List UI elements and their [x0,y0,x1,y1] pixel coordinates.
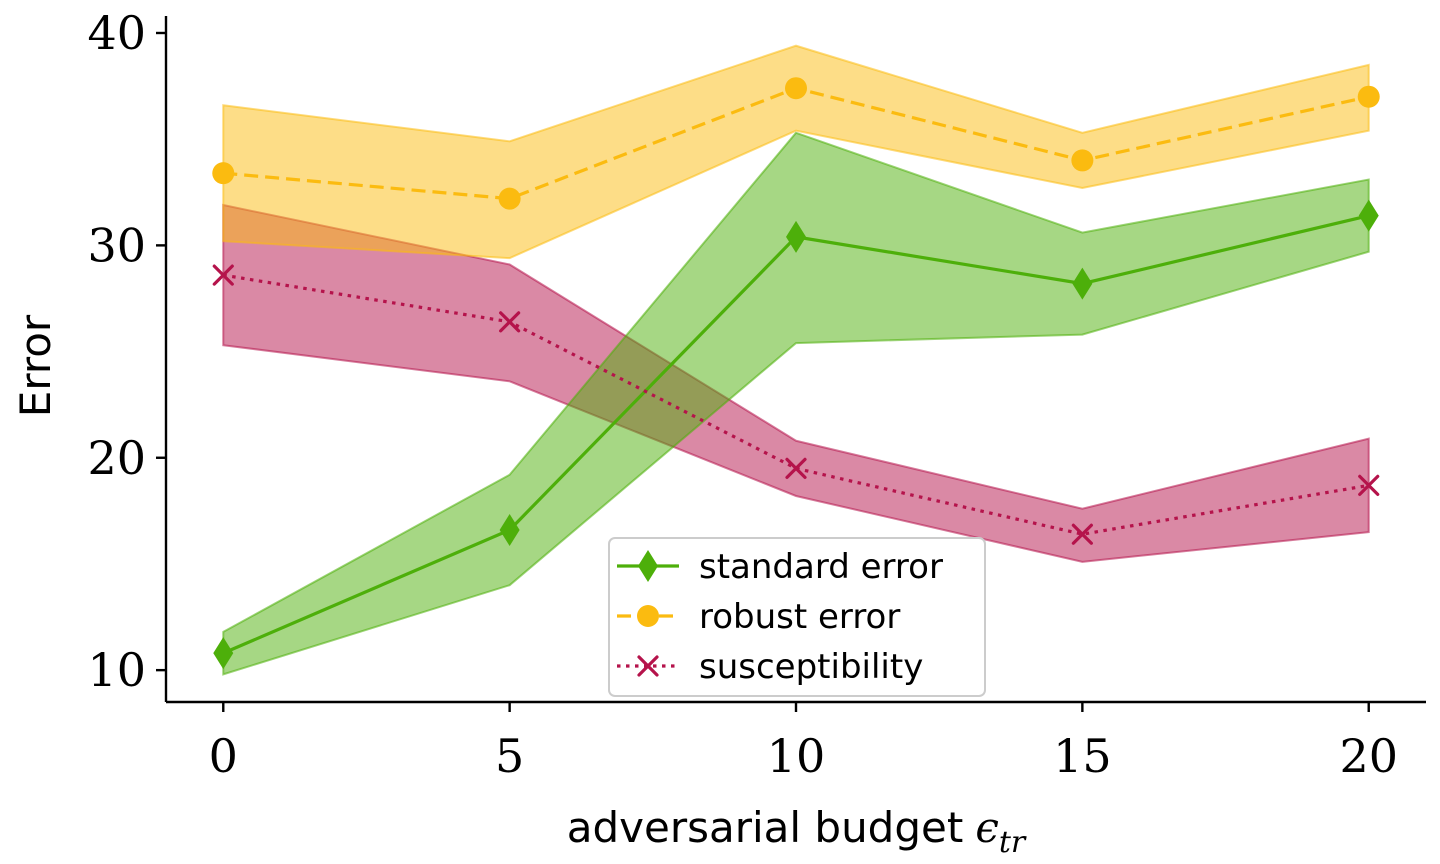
x-tick-label-4: 20 [1339,729,1398,783]
y-tick-label-1: 20 [87,431,146,485]
point-susceptibility-2 [785,457,807,479]
point-susceptibility-3 [1071,523,1093,545]
point-standard-error-1 [499,513,520,546]
point-robust-error-2 [785,77,807,100]
y-axis-label: Error [11,314,60,417]
legend-label-robust-error: robust error [699,597,900,637]
point-robust-error-0 [212,162,235,185]
x-axis-label: adversarial budget ϵtr [567,803,1027,860]
point-robust-error-4 [1357,85,1380,108]
x-tick-label-2: 10 [767,729,826,783]
x-tick-label-3: 15 [1053,729,1112,783]
series-markers [212,77,1380,670]
y-tick-label-3: 40 [87,6,146,60]
point-standard-error-4 [1358,199,1379,232]
legend-marker-susceptibility [637,655,659,677]
y-tick-label-0: 10 [87,643,146,697]
y-ticks: 10 20 30 40 [87,6,166,697]
point-susceptibility-0 [212,264,234,286]
x-tick-label-0: 0 [209,729,238,783]
x-tick-label-1: 5 [495,729,524,783]
y-tick-label-2: 30 [87,218,146,272]
x-axis-label-text: adversarial budget [567,803,964,852]
axes: 0 5 10 15 20 10 20 30 40 [87,6,1426,783]
point-robust-error-3 [1071,149,1094,172]
point-robust-error-1 [498,187,521,210]
legend-marker-robust-error [637,605,659,627]
point-standard-error-2 [786,220,806,253]
point-susceptibility-1 [499,311,521,333]
legend-marker-standard-error [638,550,658,582]
point-standard-error-0 [213,637,234,670]
legend: standard error robust error susceptibility [608,537,986,697]
point-susceptibility-4 [1358,474,1380,496]
legend-box [608,537,986,697]
x-ticks: 0 5 10 15 20 [209,702,1398,783]
x-axis-label-symbol: ϵ [975,803,999,852]
point-standard-error-3 [1072,267,1093,300]
legend-label-susceptibility: susceptibility [699,647,923,687]
legend-label-standard-error: standard error [699,547,943,587]
x-axis-label-subscript: tr [999,825,1027,860]
